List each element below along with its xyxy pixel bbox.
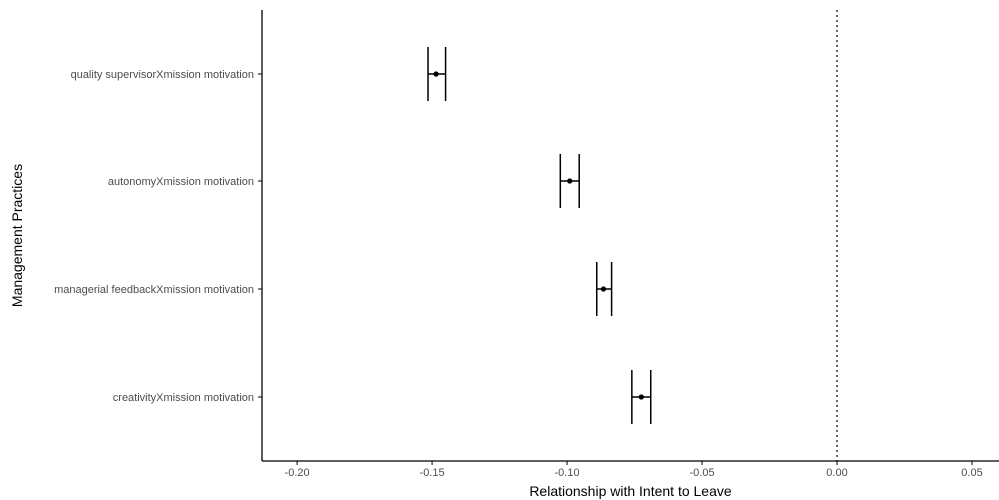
point-estimate [638,394,644,400]
point-estimate [567,178,573,184]
x-tick-label: -0.20 [285,467,310,479]
error-bar [596,262,613,316]
y-axis: quality supervisorXmission motivation aut… [54,10,263,461]
x-tick-label: 0.00 [826,467,847,479]
y-tick-label: creativityXmission motivation [113,392,254,404]
y-axis-title: Management Practices [9,164,25,307]
plot-area [427,10,838,461]
x-tick-label: -0.05 [690,467,715,479]
x-tick-label: 0.05 [961,467,982,479]
y-tick-label: autonomyXmission motivation [108,176,254,188]
y-tick-label: managerial feedbackXmission motivation [54,284,254,296]
y-tick-label: quality supervisorXmission motivation [71,69,254,81]
error-bar [631,370,652,424]
point-estimate [600,286,607,292]
x-tick-label: -0.15 [420,467,445,479]
error-bar [559,154,580,208]
x-axis-title: Relationship with Intent to Leave [529,483,732,499]
point-estimate [433,71,439,77]
x-axis: -0.20 -0.15 -0.10 -0.05 0.00 0.05 [262,460,999,479]
error-bar [427,47,447,101]
x-tick-label: -0.10 [555,467,580,479]
